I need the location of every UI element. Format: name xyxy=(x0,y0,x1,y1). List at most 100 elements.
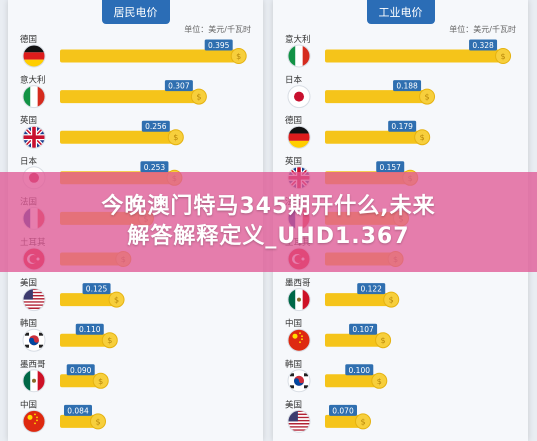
flag-mexico-icon xyxy=(23,369,45,392)
country-label: 德国 xyxy=(20,34,37,45)
country-label: 墨西哥 xyxy=(20,360,46,370)
bar xyxy=(325,49,504,63)
bar xyxy=(325,374,380,388)
bar xyxy=(60,49,239,63)
coin-icon xyxy=(371,372,388,389)
value-label-bg xyxy=(140,161,169,173)
coin-icon xyxy=(414,129,431,146)
value-label-bg xyxy=(82,283,111,295)
value-label: 0.188 xyxy=(396,82,418,91)
value-label-bg xyxy=(469,39,498,51)
flag-mexico-icon xyxy=(288,288,310,311)
residential-unit-label: 单位：美元/千瓦时 xyxy=(184,25,251,34)
flag-usa-icon xyxy=(288,410,310,433)
bar-row: 美国 $0.125 xyxy=(20,278,125,312)
industrial-title: 工业电价 xyxy=(366,0,435,24)
dollar-icon: $ xyxy=(173,133,178,142)
headline-line-1: 今晚澳门特马345期开什么,未来 xyxy=(101,194,436,219)
bar-row: 德国 $0.179 xyxy=(285,115,431,149)
coin-icon xyxy=(101,332,118,349)
bar-row: 韩国 $0.110 xyxy=(20,318,118,352)
bar-row: 墨西哥 $0.122 xyxy=(285,279,400,312)
flag-italy-icon xyxy=(23,85,45,108)
headline-overlay: 今晚澳门特马345期开什么,未来 解答解释定义_UHD1.367 xyxy=(0,172,537,272)
bar xyxy=(325,293,392,307)
residential-title: 居民电价 xyxy=(101,0,170,24)
bar-row: 中国 $0.084 xyxy=(20,399,106,433)
bar-row: 日本 $0.188 xyxy=(285,75,436,109)
value-label-bg xyxy=(64,404,92,416)
coin-icon xyxy=(230,48,247,64)
value-label: 0.328 xyxy=(472,41,494,50)
bar xyxy=(60,414,98,428)
bar-row: 中国 $0.107 xyxy=(285,318,392,352)
bar-row: 意大利 $0.307 xyxy=(20,75,207,109)
dollar-icon: $ xyxy=(107,336,112,345)
coin-icon xyxy=(419,88,436,105)
coin-icon xyxy=(108,291,125,308)
value-label: 0.107 xyxy=(352,325,374,334)
bar-row: 墨西哥 $0.090 xyxy=(20,360,109,393)
flag-germany-icon xyxy=(288,126,310,149)
dollar-icon: $ xyxy=(425,93,430,102)
bar xyxy=(60,90,199,104)
value-label: 0.090 xyxy=(70,366,92,375)
flag-japan-icon xyxy=(288,85,310,108)
bar xyxy=(325,333,384,347)
flag-korea-icon xyxy=(23,329,45,352)
headline-line-2: 解答解释定义_UHD1.367 xyxy=(127,224,410,249)
coin-icon xyxy=(92,372,109,389)
value-label: 0.179 xyxy=(391,122,413,131)
coin-icon xyxy=(383,291,400,308)
dollar-icon: $ xyxy=(501,52,506,61)
industrial-unit-label: 单位：美元/千瓦时 xyxy=(449,25,516,34)
country-label: 中国 xyxy=(20,399,37,410)
bar xyxy=(60,333,110,347)
bar xyxy=(60,293,117,307)
value-label: 0.307 xyxy=(168,82,190,91)
country-label: 英国 xyxy=(285,156,302,167)
value-label: 0.084 xyxy=(67,406,89,415)
value-label: 0.070 xyxy=(332,406,354,415)
value-label: 0.395 xyxy=(208,41,230,50)
value-label: 0.253 xyxy=(144,163,166,172)
dollar-icon: $ xyxy=(377,377,382,386)
value-label: 0.256 xyxy=(145,122,167,131)
country-label: 英国 xyxy=(20,115,37,126)
country-label: 日本 xyxy=(20,156,38,167)
coin-icon xyxy=(355,413,371,430)
value-label: 0.125 xyxy=(86,285,108,294)
bar xyxy=(325,130,423,144)
dollar-icon: $ xyxy=(196,93,201,102)
flag-china-icon xyxy=(23,410,45,433)
country-label: 意大利 xyxy=(285,34,311,45)
country-label: 墨西哥 xyxy=(285,279,311,289)
value-label-bg xyxy=(204,39,233,51)
bar xyxy=(60,374,101,388)
dollar-icon: $ xyxy=(420,133,425,142)
dollar-icon: $ xyxy=(95,417,100,426)
dollar-icon: $ xyxy=(98,377,103,386)
country-label: 美国 xyxy=(20,278,37,289)
coin-icon xyxy=(90,413,106,430)
dollar-icon: $ xyxy=(389,296,394,305)
value-label-bg xyxy=(349,323,378,335)
dollar-icon: $ xyxy=(360,417,365,426)
country-label: 韩国 xyxy=(20,318,37,329)
flag-germany-icon xyxy=(23,45,45,67)
bar-row: 韩国 $0.100 xyxy=(285,359,388,393)
value-label-bg xyxy=(376,161,405,173)
bar-row: 意大利 $0.328 xyxy=(285,34,512,68)
coin-icon xyxy=(375,332,392,349)
dollar-icon: $ xyxy=(114,296,119,305)
value-label-bg xyxy=(141,120,170,132)
value-label-bg xyxy=(75,323,104,335)
coin-icon xyxy=(190,88,207,105)
value-label-bg xyxy=(164,80,193,92)
bar-row: 英国 $0.256 xyxy=(20,115,184,149)
coin-icon xyxy=(167,129,184,146)
value-label-bg xyxy=(393,80,422,92)
country-label: 德国 xyxy=(285,115,302,126)
value-label-bg xyxy=(66,364,95,376)
dollar-icon: $ xyxy=(381,336,386,345)
